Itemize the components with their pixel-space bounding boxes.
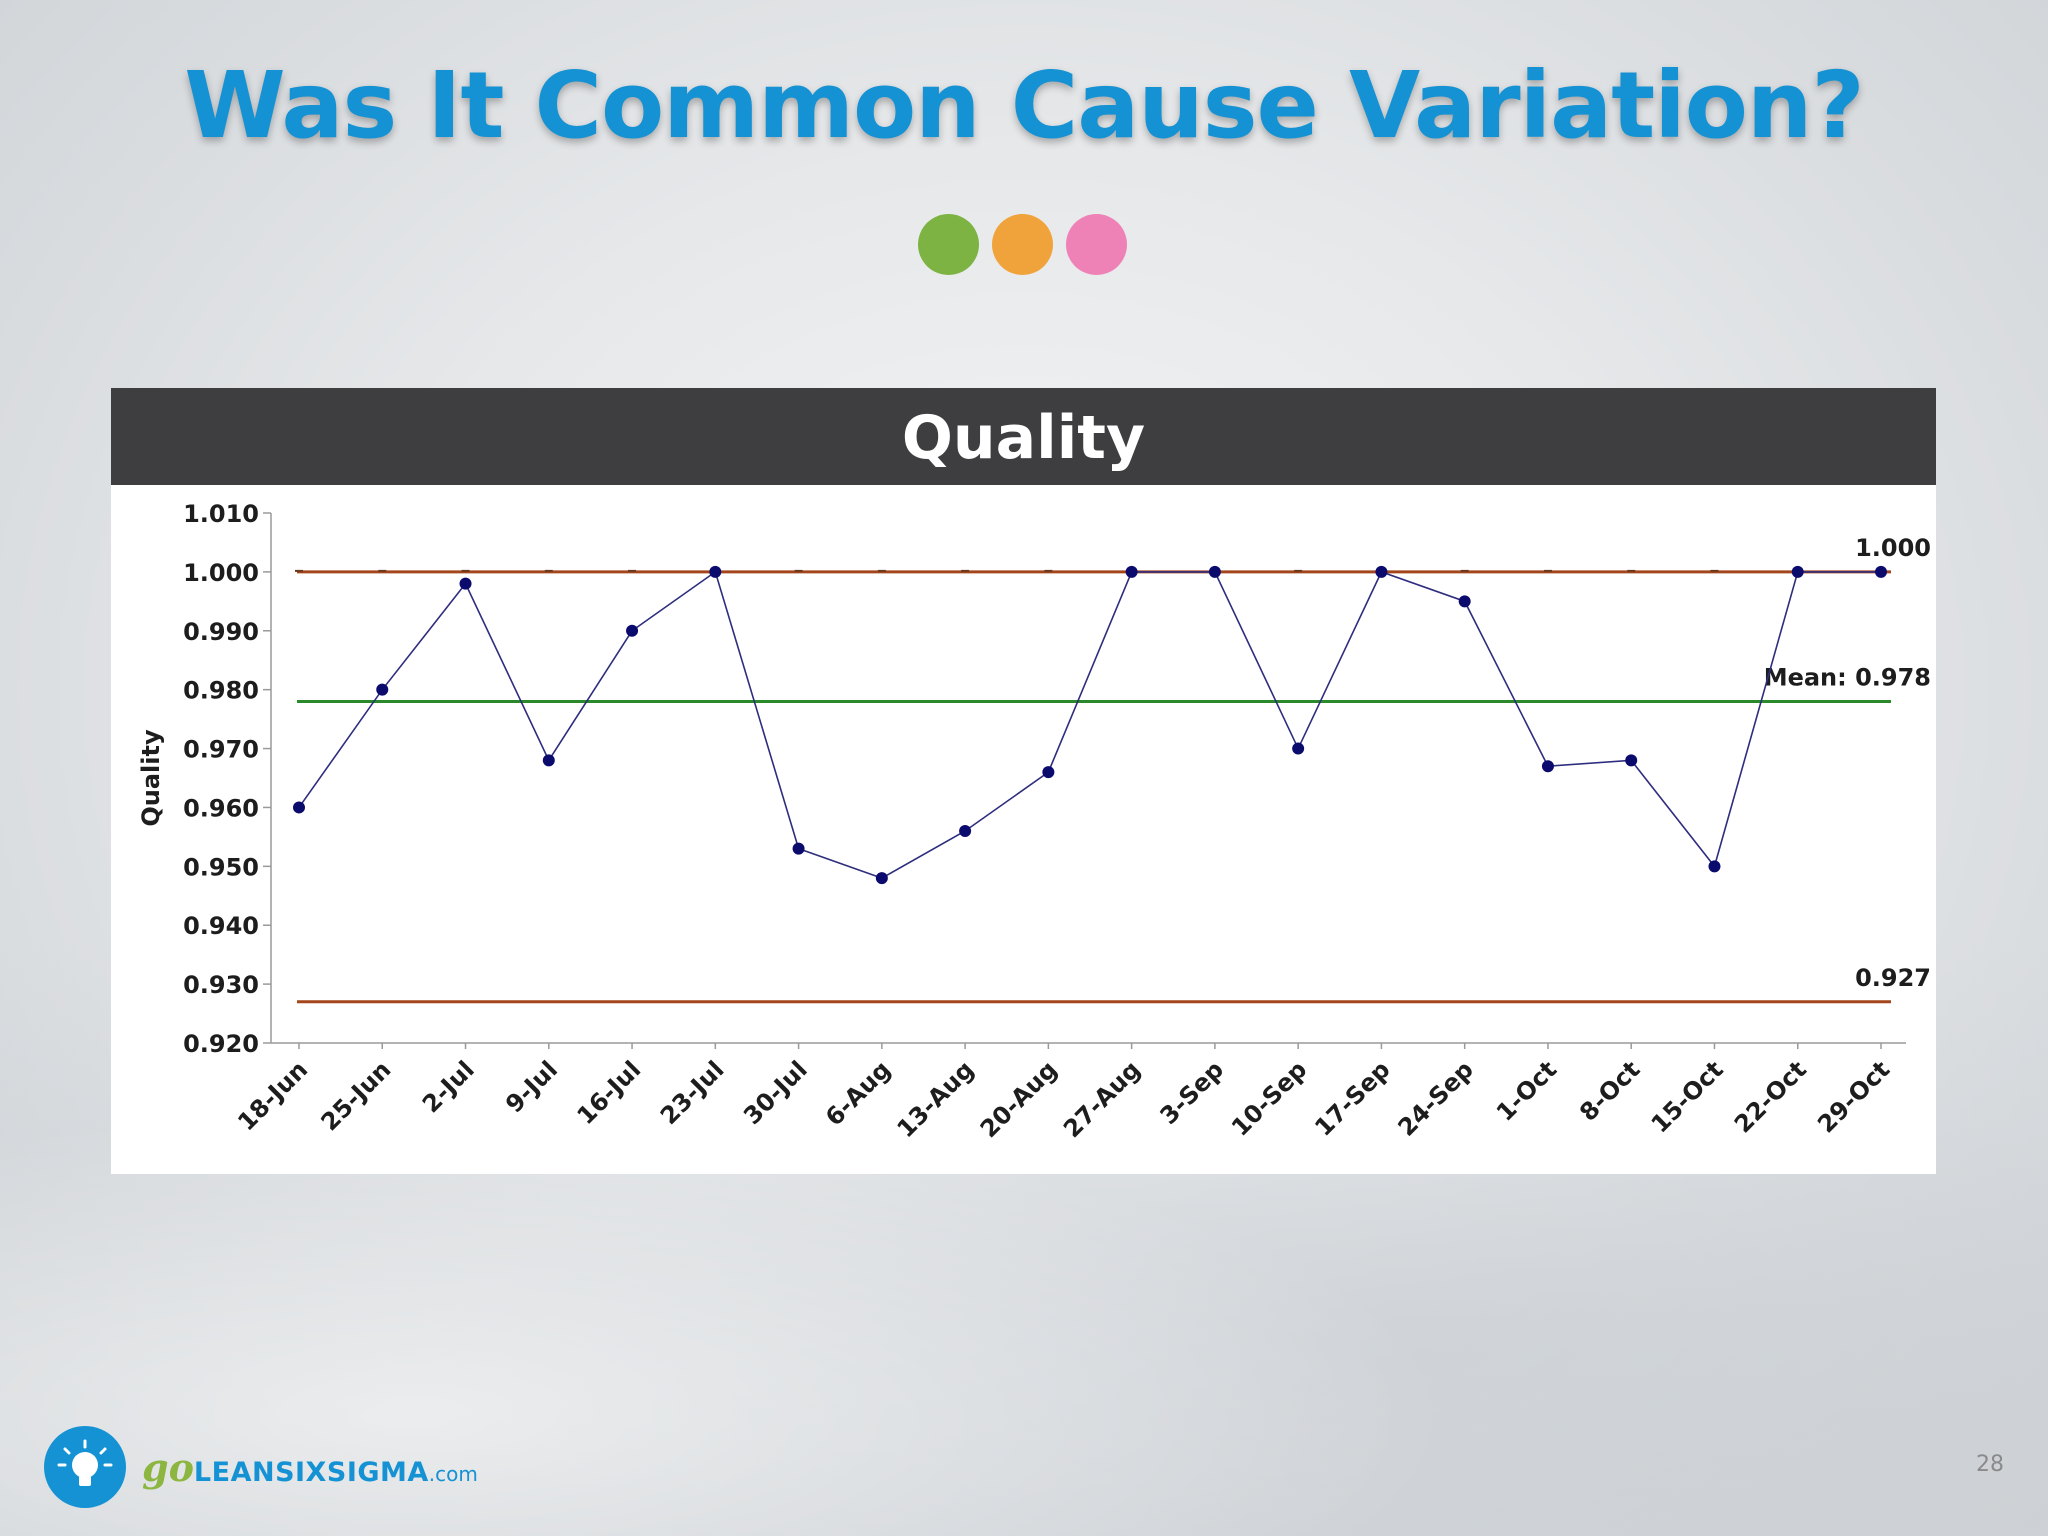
y-tick-label: 0.970: [183, 736, 259, 764]
green-dot: [918, 214, 979, 275]
y-tick-label: 0.980: [183, 677, 259, 705]
company-logo: goLEANSIXSIGMA.com: [44, 1426, 478, 1508]
y-tick-label: 0.940: [183, 912, 259, 940]
data-point: [1042, 766, 1055, 779]
x-tick-label: 17-Sep: [1309, 1055, 1395, 1141]
data-point: [792, 842, 805, 855]
control-chart: 0.920 0.930 0.940 0.950 0.960 0.970 0.980 0.990…: [137, 500, 1931, 1143]
y-tick-label: 0.930: [183, 971, 259, 999]
data-point: [1208, 565, 1221, 578]
y-tick-label: 0.990: [183, 618, 259, 646]
data-point: [1292, 742, 1305, 755]
data-point: [1375, 565, 1388, 578]
chart-title: Quality: [111, 388, 1936, 485]
chart-panel: Quality 0.920 0.930 0.940 0.950 0.960 0.970 0.…: [111, 388, 1936, 1174]
y-tick-label: 0.960: [183, 794, 259, 822]
x-tick-label: 6-Aug: [820, 1055, 896, 1131]
page-number: 28: [1976, 1452, 2004, 1477]
x-tick-label: 18-Jun: [232, 1055, 313, 1136]
reference-line-label: Mean: 0.978: [1764, 663, 1931, 691]
logo-wordmark: goLEANSIXSIGMA.com: [142, 1445, 478, 1490]
logo-prefix: go: [142, 1444, 194, 1490]
x-tick-label: 9-Jul: [500, 1055, 563, 1118]
data-point: [459, 577, 472, 590]
logo-name: LEANSIXSIGMA: [193, 1456, 429, 1488]
x-tick-label: 30-Jul: [738, 1055, 813, 1130]
data-point: [959, 825, 972, 837]
lightbulb-icon: [44, 1426, 126, 1508]
y-axis-label: Quality: [137, 729, 165, 827]
x-tick-label: 1-Oct: [1491, 1055, 1562, 1126]
x-tick-label: 23-Jul: [655, 1055, 730, 1130]
x-tick-label: 16-Jul: [572, 1055, 647, 1130]
data-point: [875, 872, 888, 885]
y-tick-label: 1.000: [183, 559, 259, 587]
x-tick-label: 22-Oct: [1729, 1055, 1812, 1138]
series-line: [298, 570, 1881, 879]
data-point: [542, 754, 555, 767]
x-tick-label: 24-Sep: [1393, 1055, 1479, 1141]
x-tick-label: 13-Aug: [892, 1055, 980, 1143]
logo-suffix: .com: [428, 1461, 478, 1486]
data-point: [1125, 565, 1138, 578]
data-point: [1541, 760, 1554, 773]
data-point: [1458, 595, 1471, 608]
orange-dot: [992, 214, 1053, 275]
y-tick-label: 0.920: [183, 1030, 259, 1058]
slide-title: Was It Common Cause Variation?: [184, 52, 1865, 159]
x-tick-label: 27-Aug: [1058, 1055, 1146, 1143]
data-point: [376, 683, 389, 696]
data-point: [293, 801, 305, 814]
x-tick-label: 20-Aug: [975, 1055, 1063, 1143]
data-point: [709, 565, 722, 578]
pink-dot: [1066, 214, 1127, 275]
reference-line-label: 1.000: [1855, 534, 1931, 562]
x-tick-label: 10-Sep: [1226, 1055, 1312, 1141]
decorative-dots: [918, 214, 1127, 275]
data-point: [1625, 754, 1638, 767]
x-tick-label: 25-Jun: [316, 1055, 397, 1136]
reference-line-label: 0.927: [1855, 964, 1931, 992]
x-tick-label: 2-Jul: [417, 1055, 480, 1118]
data-point: [1875, 565, 1887, 578]
y-tick-label: 1.010: [183, 500, 259, 528]
data-point: [1791, 565, 1804, 578]
x-tick-label: 15-Oct: [1646, 1055, 1729, 1138]
data-point: [1708, 860, 1721, 873]
y-tick-label: 0.950: [183, 853, 259, 881]
data-point: [626, 624, 639, 637]
x-tick-label: 8-Oct: [1574, 1055, 1645, 1126]
x-tick-label: 3-Sep: [1155, 1055, 1230, 1130]
x-tick-label: 29-Oct: [1812, 1055, 1895, 1138]
